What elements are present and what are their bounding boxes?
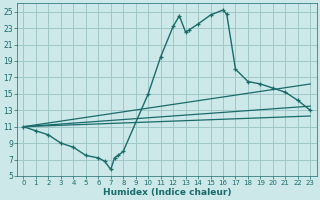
X-axis label: Humidex (Indice chaleur): Humidex (Indice chaleur) bbox=[103, 188, 231, 197]
